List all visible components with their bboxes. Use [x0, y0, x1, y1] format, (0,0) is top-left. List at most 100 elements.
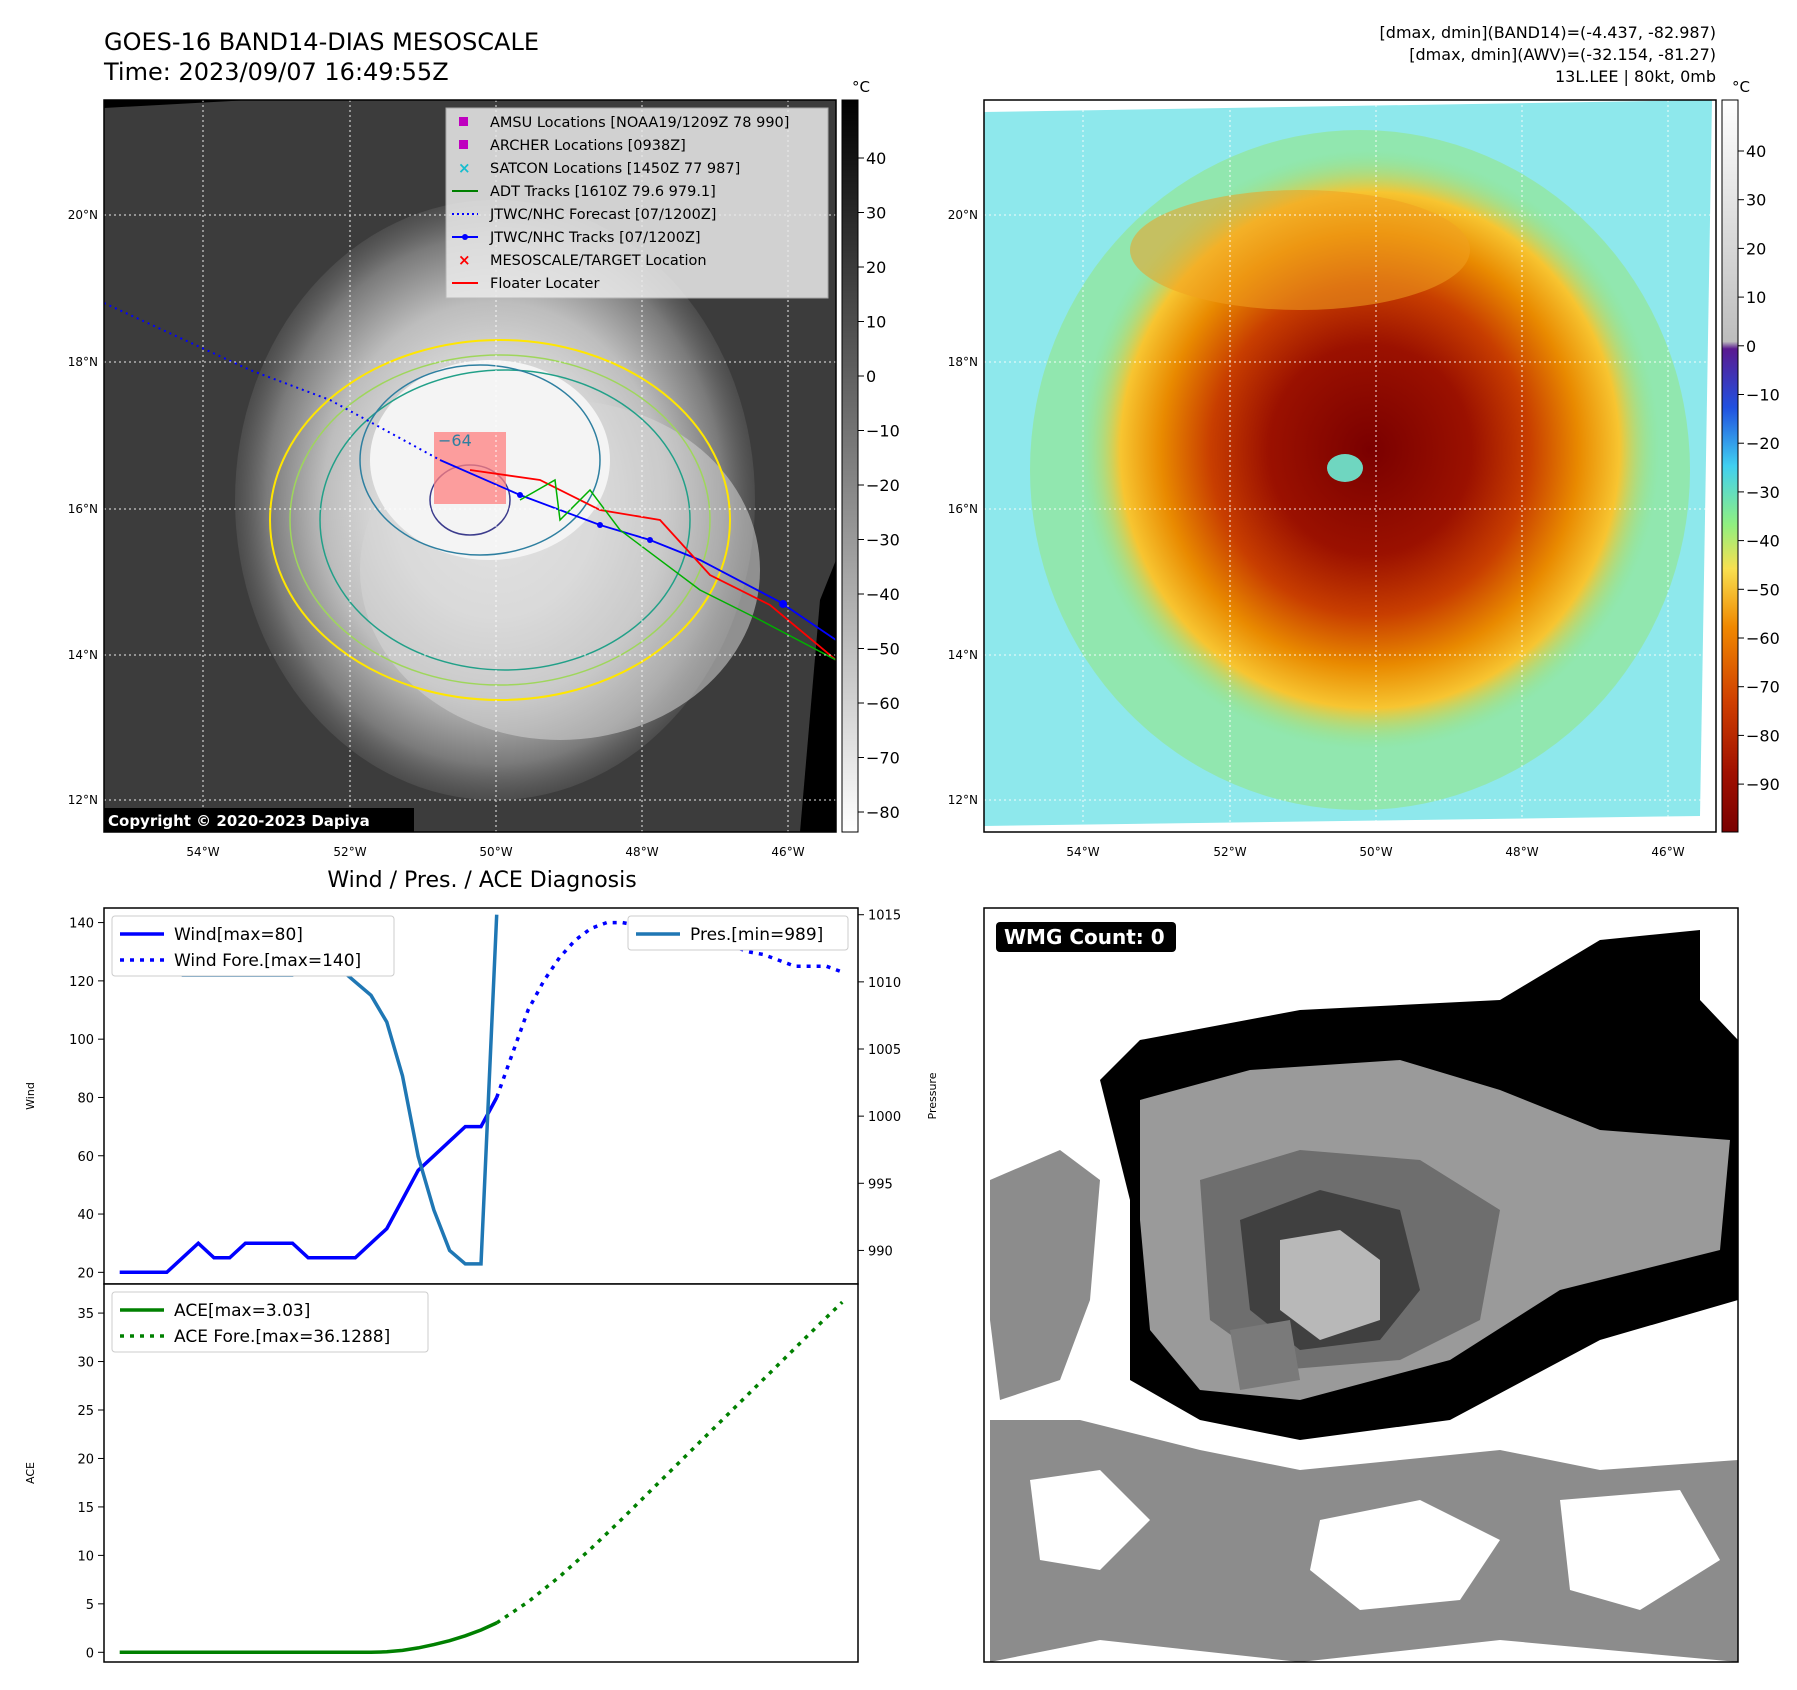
colorbar-tick-label: 20 [1746, 239, 1766, 258]
colorbar-tick-label: 30 [1746, 191, 1766, 210]
legend-marker-dot [462, 234, 468, 240]
colorbar-tick-label: −10 [1746, 386, 1780, 405]
ir-colorbar: °C 40 30 20 10 0 −10 −20 −30 −40 −50 −60 −70 −80 [841, 78, 900, 833]
colorbar-tick-label: −30 [866, 531, 900, 550]
wmg-count-label: WMG Count: 0 [1004, 925, 1165, 949]
lat-tick-label: 16°N [68, 502, 98, 516]
colorbar-tick-label: −50 [866, 640, 900, 659]
y2-tick-label: 1005 [868, 1043, 901, 1058]
y-tick-label: 80 [77, 1091, 94, 1106]
y-tick-label: 100 [69, 1033, 94, 1048]
lon-tick-label: 46°W [1651, 845, 1684, 859]
y-tick-label: 25 [77, 1404, 94, 1419]
lon-tick-label: 50°W [479, 845, 512, 859]
y2-tick-label: 1015 [868, 909, 901, 924]
legend-entry: Wind Fore.[max=140] [174, 951, 361, 971]
legend-marker [459, 117, 468, 126]
y-tick-label: 0 [86, 1646, 94, 1661]
lon-tick-label: 54°W [186, 845, 219, 859]
colorbar-tick-label: −30 [1746, 483, 1780, 502]
colorbar-tick-label: −60 [866, 694, 900, 713]
copyright-text: Copyright © 2020-2023 Dapiya [108, 812, 370, 830]
colorbar-tick-label: 10 [1746, 288, 1766, 307]
lon-tick-label: 48°W [1505, 845, 1538, 859]
storm-info: 13L.LEE | 80kt, 0mb [1555, 67, 1716, 86]
lon-tick-label: 48°W [625, 845, 658, 859]
legend-label: MESOSCALE/TARGET Location [490, 253, 707, 269]
legend-label: ADT Tracks [1610Z 79.6 979.1] [490, 184, 716, 200]
colorbar-tick-label: −40 [1746, 532, 1780, 551]
y2-axis-label: Pressure [926, 1072, 939, 1119]
y-tick-label: 20 [77, 1452, 94, 1467]
legend-entry: ACE Fore.[max=36.1288] [174, 1327, 390, 1347]
ace-forecast-line [495, 1300, 844, 1625]
ir-colorbar-unit: °C [852, 78, 870, 96]
legend-entry: Wind[max=80] [174, 925, 303, 945]
lat-tick-label: 14°N [68, 648, 98, 662]
figure-title: GOES-16 BAND14-DIAS MESOSCALE [104, 28, 539, 56]
y-tick-label: 60 [77, 1150, 94, 1165]
wind-pressure-chart: 20 40 60 80 100 120 140 Wind 990 995 1000 1005 1010 1… [24, 907, 939, 1285]
y-tick-label: 40 [77, 1208, 94, 1223]
enhanced-colorbar: °C 40 30 20 10 0 −10 −20 −30 −40 −50 −60 −70 −80 −90 [1721, 78, 1780, 833]
lon-tick-label: 52°W [1213, 845, 1246, 859]
ace-chart: 0 5 10 15 20 25 30 35 ACE ACE[max=3.03] ACE Fore.[… [24, 1283, 859, 1663]
colorbar-tick-label: 10 [866, 313, 886, 332]
legend-entry: ACE[max=3.03] [174, 1301, 310, 1321]
colorbar-tick-label: −80 [866, 803, 900, 822]
y-tick-label: 35 [77, 1307, 94, 1322]
colorbar-tick-label: −20 [866, 476, 900, 495]
legend-entry: Pres.[min=989] [690, 925, 823, 945]
lon-tick-label: 46°W [771, 845, 804, 859]
colorbar-tick-label: −90 [1746, 775, 1780, 794]
lat-tick-label: 18°N [68, 355, 98, 369]
enhanced-ir-panel [984, 100, 1716, 832]
wmg-frame [983, 907, 1739, 1663]
colorbar-tick-label: −40 [866, 585, 900, 604]
colorbar-tick-label: 0 [866, 367, 876, 386]
colorbar-tick-label: −60 [1746, 629, 1780, 648]
colorbar-tick-label: −70 [866, 749, 900, 768]
colorbar-tick-label: 40 [1746, 142, 1766, 161]
legend-label: AMSU Locations [NOAA19/1209Z 78 990] [490, 115, 789, 131]
ace-line [119, 1621, 498, 1655]
enh-colorbar-unit: °C [1732, 78, 1750, 96]
y-tick-label: 10 [77, 1549, 94, 1564]
stats-band14: [dmax, dmin](BAND14)=(-4.437, -82.987) [1380, 23, 1716, 42]
y-tick-label: 5 [86, 1598, 94, 1613]
legend-label: Floater Locater [490, 276, 599, 292]
lat-tick-label: 20°N [68, 208, 98, 222]
y-tick-label: 15 [77, 1501, 94, 1516]
lat-tick-label: 12°N [68, 793, 98, 807]
legend-label: JTWC/NHC Forecast [07/1200Z] [489, 207, 716, 223]
legend-marker: × [458, 251, 471, 269]
colorbar-tick-label: −20 [1746, 434, 1780, 453]
legend-marker [459, 140, 468, 149]
diagnosis-title: Wind / Pres. / ACE Diagnosis [327, 868, 636, 893]
legend-marker: × [458, 159, 471, 177]
colorbar-tick-label: −80 [1746, 726, 1780, 745]
lat-tick-label: 18°N [948, 355, 978, 369]
lat-tick-label: 20°N [948, 208, 978, 222]
colorbar-tick-label: −50 [1746, 580, 1780, 599]
chart-legend [627, 915, 849, 951]
wind-line [119, 1096, 499, 1275]
y-axis-label: ACE [24, 1462, 37, 1484]
lon-tick-label: 50°W [1359, 845, 1392, 859]
y-tick-label: 20 [77, 1266, 94, 1281]
colorbar-tick-label: 20 [866, 258, 886, 277]
colorbar-tick-label: −70 [1746, 678, 1780, 697]
y-tick-label: 140 [69, 917, 94, 932]
legend-label: JTWC/NHC Tracks [07/1200Z] [489, 230, 701, 246]
lon-tick-label: 52°W [333, 845, 366, 859]
y-tick-label: 120 [69, 975, 94, 990]
y2-tick-label: 1010 [868, 976, 901, 991]
colorbar-tick-label: −10 [866, 422, 900, 441]
ir-frame [103, 99, 837, 833]
chart-legend [111, 915, 395, 977]
lon-tick-label: 54°W [1066, 845, 1099, 859]
colorbar-tick-label: 40 [866, 149, 886, 168]
y2-tick-label: 990 [868, 1244, 893, 1259]
lat-tick-label: 16°N [948, 502, 978, 516]
